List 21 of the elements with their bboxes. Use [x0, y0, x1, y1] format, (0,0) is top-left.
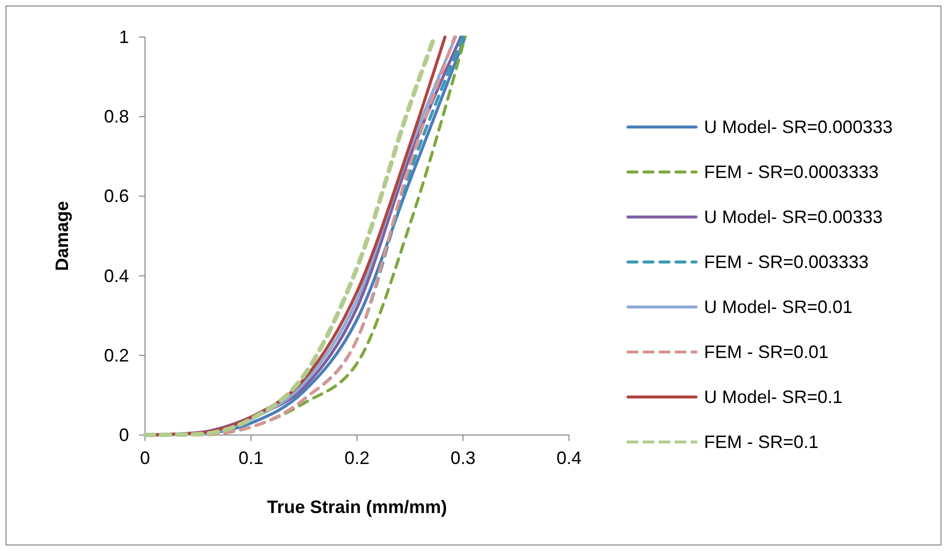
x-tick-label: 0.4	[556, 448, 582, 468]
y-tick-label: 0.4	[104, 266, 129, 286]
legend-label: FEM - SR=0.1	[704, 432, 819, 452]
y-tick-label: 1	[118, 27, 129, 47]
y-axis-title: Damage	[52, 200, 72, 272]
legend-label: U Model- SR=0.00333	[704, 207, 883, 227]
x-axis-title: True Strain (mm/mm)	[266, 497, 448, 517]
legend-label: U Model- SR=0.01	[704, 297, 853, 317]
legend-label: U Model- SR=0.000333	[704, 117, 893, 137]
y-tick-label: 0.8	[104, 106, 129, 127]
legend-label: FEM - SR=0.003333	[704, 252, 869, 272]
x-tick-label: 0	[140, 448, 150, 468]
x-tick-label: 0.2	[344, 448, 370, 468]
y-tick-label: 0	[118, 425, 129, 445]
legend-label: FEM - SR=0.0003333	[704, 162, 879, 182]
legend-label: FEM - SR=0.01	[704, 342, 829, 362]
y-tick-label: 0.2	[104, 345, 129, 366]
legend-label: U Model- SR=0.1	[704, 387, 843, 407]
x-tick-label: 0.1	[238, 448, 264, 468]
y-tick-label: 0.6	[104, 186, 129, 206]
x-tick-label: 0.3	[450, 448, 476, 468]
